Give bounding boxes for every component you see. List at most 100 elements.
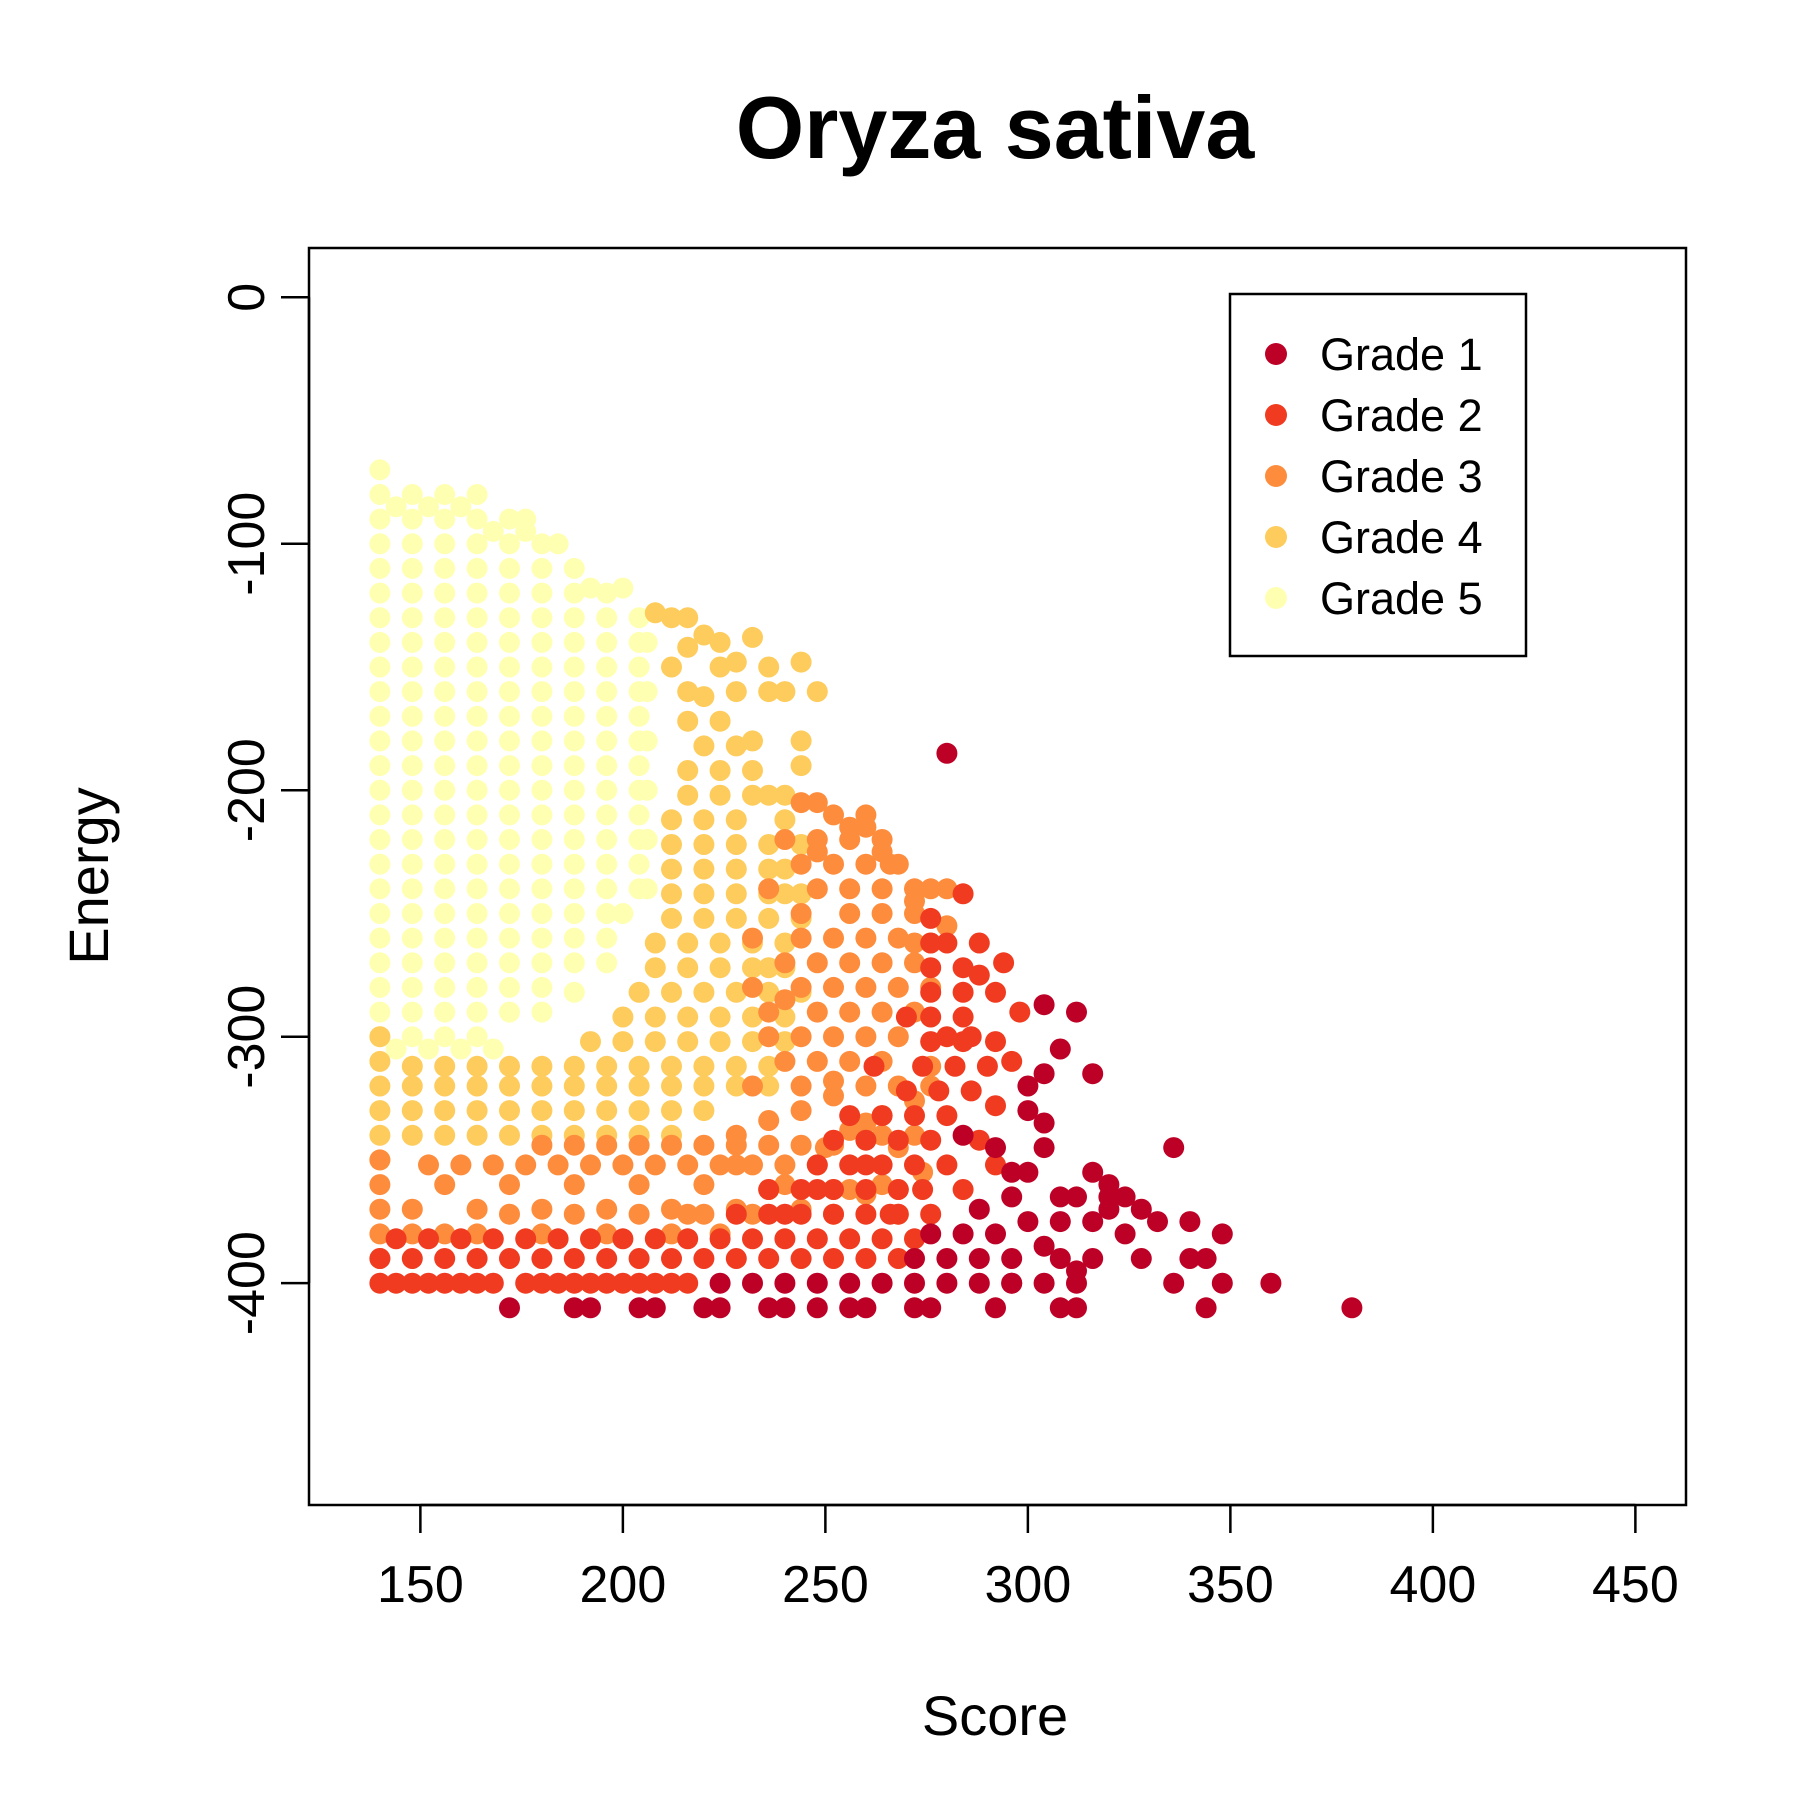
data-point (466, 557, 488, 579)
data-point (806, 792, 828, 814)
data-point (499, 533, 520, 555)
data-point (758, 858, 780, 880)
data-point (855, 1075, 877, 1097)
data-point (369, 952, 391, 974)
data-point (531, 1001, 553, 1023)
data-point (742, 1203, 763, 1225)
data-point (369, 631, 391, 653)
data-point (628, 1203, 650, 1225)
data-point (725, 1075, 747, 1097)
data-point (895, 1006, 917, 1028)
data-point (936, 1248, 958, 1269)
data-point (466, 730, 488, 752)
data-point (904, 1272, 925, 1294)
data-point (596, 804, 618, 826)
data-point (563, 755, 585, 777)
data-point (466, 853, 488, 875)
data-point (401, 631, 423, 653)
data-point (985, 1297, 1006, 1319)
data-point (823, 1179, 844, 1200)
data-point (466, 508, 488, 530)
data-point (661, 981, 682, 1003)
data-point (904, 1228, 925, 1250)
data-point (369, 976, 391, 998)
data-point (466, 1001, 488, 1023)
data-point (677, 1031, 699, 1053)
data-point (466, 804, 488, 826)
data-point (790, 1026, 812, 1048)
data-point (677, 636, 699, 658)
data-point (531, 804, 553, 826)
data-point (774, 681, 796, 703)
data-point (434, 508, 456, 530)
data-point (661, 1248, 682, 1269)
data-point (434, 1248, 456, 1269)
data-point (644, 1031, 666, 1053)
data-point (855, 1203, 877, 1225)
data-point (904, 1154, 925, 1176)
data-point (823, 1129, 844, 1151)
data-point (499, 976, 520, 998)
data-point (636, 779, 658, 801)
data-point (466, 1075, 488, 1097)
data-point (499, 1203, 520, 1225)
data-point (1017, 1161, 1039, 1183)
x-tick-label: 300 (984, 1556, 1071, 1614)
data-point (369, 779, 391, 801)
data-point (612, 1228, 634, 1250)
data-point (952, 1006, 974, 1028)
legend-marker (1265, 343, 1287, 365)
data-point (725, 981, 747, 1003)
data-point (693, 686, 715, 708)
data-point (482, 1228, 504, 1250)
data-point (790, 651, 812, 673)
data-point (1163, 1137, 1185, 1159)
data-point (596, 730, 618, 752)
data-point (401, 681, 423, 703)
data-point (1260, 1272, 1282, 1294)
data-point (725, 834, 747, 855)
data-point (563, 681, 585, 703)
data-point (920, 1006, 942, 1028)
data-point (628, 1100, 650, 1122)
x-tick-label: 250 (782, 1556, 869, 1614)
data-point (677, 1272, 699, 1294)
data-point (790, 730, 812, 752)
data-point (920, 1031, 942, 1053)
x-tick-label: 200 (579, 1556, 666, 1614)
data-point (709, 784, 731, 806)
data-point (1130, 1248, 1152, 1269)
data-point (1049, 1038, 1071, 1060)
data-point (466, 1026, 488, 1048)
data-point (839, 1272, 861, 1294)
data-point (725, 681, 747, 703)
data-point (920, 878, 942, 900)
data-point (644, 1297, 666, 1319)
data-point (912, 1055, 934, 1077)
data-point (839, 1179, 861, 1200)
data-point (823, 927, 844, 949)
data-point (499, 681, 520, 703)
data-point (369, 705, 391, 727)
data-point (644, 1272, 666, 1294)
x-tick-label: 400 (1389, 1556, 1476, 1614)
data-point (499, 1297, 520, 1319)
data-point (806, 1228, 828, 1250)
data-point (628, 755, 650, 777)
data-point (871, 1105, 893, 1127)
data-point (466, 927, 488, 949)
data-point (580, 1031, 601, 1053)
data-point (774, 1203, 796, 1225)
data-point (596, 656, 618, 678)
data-point (612, 1272, 634, 1294)
data-point (790, 834, 812, 855)
data-point (531, 681, 553, 703)
data-point (369, 1050, 391, 1072)
data-point (661, 656, 682, 678)
data-point (531, 755, 553, 777)
data-point (1033, 1137, 1055, 1159)
data-point (806, 878, 828, 900)
legend: Grade 1 Grade 2 Grade 3 Grade 4 Grade 5 (1228, 292, 1528, 658)
data-point (677, 760, 699, 781)
y-axis: 0 -100 -200 -300 -400 (218, 283, 311, 1335)
